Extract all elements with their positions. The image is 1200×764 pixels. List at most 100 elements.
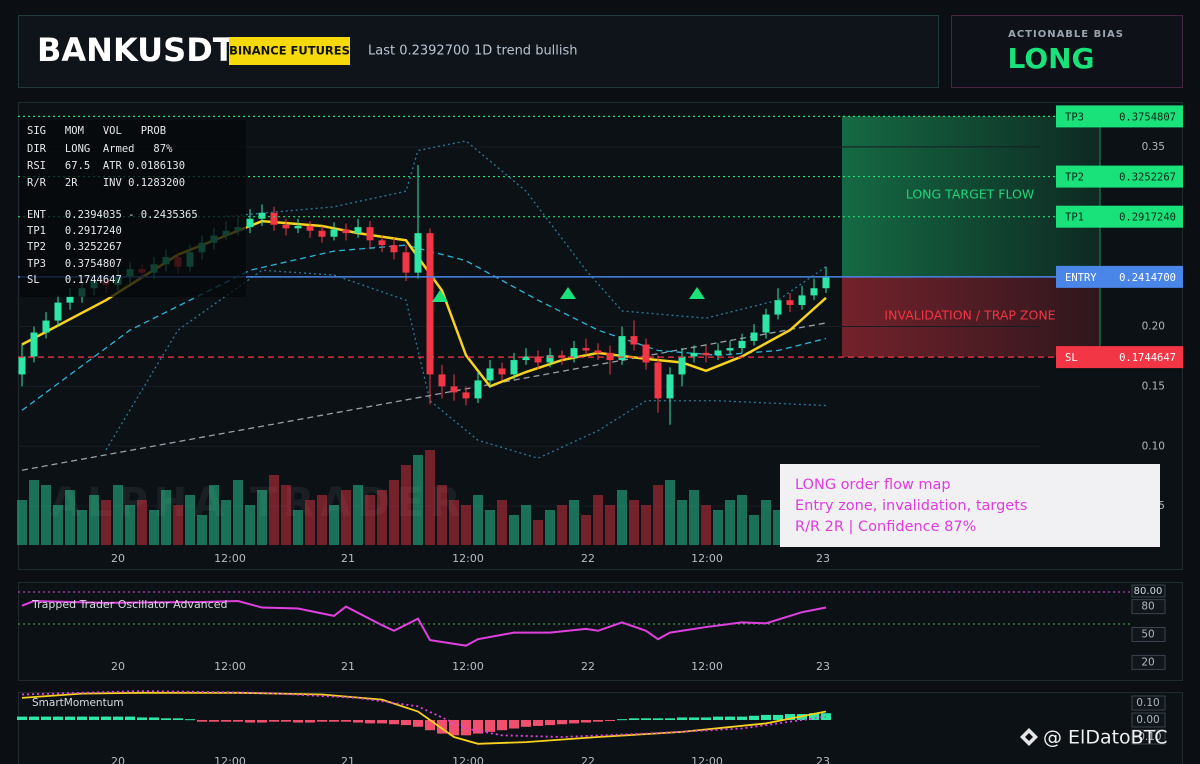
momentum-bar bbox=[17, 716, 27, 720]
volume-bar bbox=[257, 490, 267, 545]
volume-bar bbox=[593, 495, 603, 545]
x-tick-label: 12:00 bbox=[691, 755, 723, 764]
volume-bar bbox=[533, 520, 543, 545]
x-tick-label: 23 bbox=[816, 755, 830, 764]
volume-bar bbox=[353, 485, 363, 545]
last-price: Last 0.2392700 bbox=[368, 44, 470, 59]
momentum-bar bbox=[365, 720, 375, 724]
momentum-bar bbox=[617, 719, 627, 721]
level-name: SL bbox=[1065, 352, 1078, 364]
x-tick-label: 22 bbox=[581, 552, 595, 565]
x-tick-label: 12:00 bbox=[691, 552, 723, 565]
momentum-bar bbox=[125, 716, 135, 720]
annotation-line: R/R 2R | Confidence 87% bbox=[795, 519, 976, 535]
momentum-bar bbox=[41, 716, 51, 720]
candle-body bbox=[546, 355, 554, 363]
x-tick-label: 12:00 bbox=[214, 755, 246, 764]
candle-body bbox=[738, 340, 746, 349]
volume-bar bbox=[209, 485, 219, 545]
volume-bar bbox=[485, 510, 495, 545]
candle-body bbox=[822, 276, 830, 289]
candle-body bbox=[450, 386, 458, 393]
candle-body bbox=[54, 302, 62, 321]
candle-body bbox=[582, 348, 590, 351]
volume-bar bbox=[665, 480, 675, 545]
overlay-line bbox=[225, 140, 827, 319]
candle-body bbox=[726, 348, 734, 351]
momentum-bar bbox=[137, 717, 147, 720]
momentum-bar bbox=[197, 720, 207, 722]
y-tick-label: 0.00 bbox=[1136, 714, 1159, 726]
volume-bar bbox=[221, 500, 231, 545]
invalidation-zone bbox=[842, 276, 1100, 358]
y-tick-box bbox=[1131, 729, 1166, 745]
info-row: DIR LONG Armed 87% bbox=[27, 143, 173, 155]
candle-body bbox=[270, 212, 278, 225]
volume-bar bbox=[125, 505, 135, 545]
volume-bar bbox=[161, 490, 171, 545]
momentum-bar bbox=[329, 720, 339, 722]
momentum-bar bbox=[353, 720, 363, 723]
momentum-bar bbox=[281, 720, 291, 722]
overlay-line bbox=[21, 322, 827, 471]
volume-bar bbox=[749, 515, 759, 545]
annotation-line: Entry zone, invalidation, targets bbox=[795, 498, 1027, 514]
x-tick-label: 12:00 bbox=[214, 552, 246, 565]
candle-body bbox=[30, 332, 38, 357]
candle-body bbox=[654, 362, 662, 399]
volume-bar bbox=[113, 485, 123, 545]
candle-body bbox=[594, 350, 602, 353]
momentum-bar bbox=[113, 716, 123, 720]
momentum-line bbox=[21, 690, 827, 738]
level-name: TP1 bbox=[1065, 212, 1084, 224]
x-tick-label: 22 bbox=[581, 755, 595, 764]
annotation-line: LONG order flow map bbox=[795, 477, 951, 493]
momentum-bar bbox=[437, 720, 447, 734]
momentum-bar bbox=[713, 716, 723, 720]
level-value: 0.3252267 bbox=[1119, 172, 1176, 184]
momentum-bar bbox=[209, 720, 219, 722]
level-value: 0.2414700 bbox=[1119, 272, 1176, 284]
candle-body bbox=[366, 227, 374, 241]
momentum-bar bbox=[317, 720, 327, 722]
zone-label: LONG TARGET FLOW bbox=[906, 187, 1034, 202]
author: @ ElDatoBTC bbox=[1043, 727, 1167, 749]
y-tick-box bbox=[1131, 695, 1166, 711]
author-watermark: @ ElDatoBTC bbox=[1020, 727, 1167, 749]
volume-bar bbox=[137, 500, 147, 545]
momentum-bar bbox=[149, 717, 159, 720]
y-tick-label: 0.35 bbox=[1142, 141, 1165, 153]
momentum-line bbox=[21, 691, 827, 745]
volume-bar bbox=[413, 455, 423, 545]
x-tick-label: 12:00 bbox=[452, 755, 484, 764]
candle-body bbox=[606, 352, 614, 361]
author-icon bbox=[1020, 728, 1038, 746]
info-row: TP3 0.3754807 bbox=[27, 258, 122, 270]
volume-bar bbox=[197, 515, 207, 545]
info-row: R/R 2R INV 0.1283200 bbox=[27, 177, 185, 189]
candle-body bbox=[426, 233, 434, 375]
momentum-bar bbox=[761, 714, 771, 720]
volume-bar bbox=[605, 505, 615, 545]
x-tick-label: 22 bbox=[581, 660, 595, 673]
signal-marker bbox=[560, 287, 576, 299]
volume-bar bbox=[509, 515, 519, 545]
y-tick-box bbox=[1131, 654, 1166, 670]
volume-bar bbox=[89, 495, 99, 545]
momentum-bar bbox=[629, 718, 639, 720]
y-tick-label: 50 bbox=[1141, 629, 1154, 641]
level-value: 0.2917240 bbox=[1119, 212, 1176, 224]
x-tick-label: 21 bbox=[341, 755, 355, 764]
level-box bbox=[1131, 584, 1166, 598]
x-tick-label: 20 bbox=[111, 660, 125, 673]
y-tick-label: 0.10 bbox=[1136, 697, 1159, 709]
momentum-bar bbox=[389, 720, 399, 725]
candle-body bbox=[774, 300, 782, 315]
panel-title: Trapped Trader Oscillator Advanced bbox=[31, 598, 227, 611]
momentum-bar bbox=[77, 716, 87, 720]
y-tick-label: 0.15 bbox=[1142, 380, 1165, 392]
candle-body bbox=[438, 374, 446, 387]
volume-bar bbox=[557, 505, 567, 545]
